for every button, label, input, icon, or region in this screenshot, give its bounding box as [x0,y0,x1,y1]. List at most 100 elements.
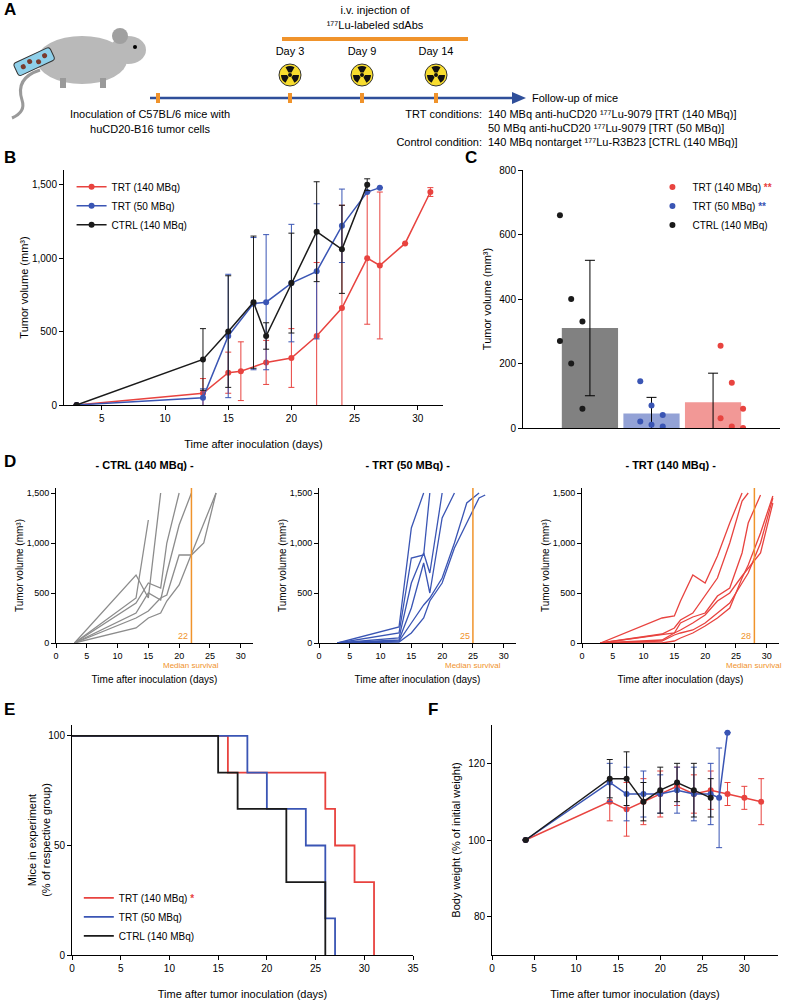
svg-text:50 MBq anti-huCD20 ¹⁷⁷Lu-9079: 50 MBq anti-huCD20 ¹⁷⁷Lu-9079 [TRT (50 M… [488,122,724,134]
svg-text:TRT (50 MBq) **: TRT (50 MBq) ** [692,201,766,212]
svg-text:Time after inoculation (days): Time after inoculation (days) [618,674,744,685]
svg-text:TRT (50 MBq): TRT (50 MBq) [112,201,175,212]
svg-text:10: 10 [160,413,172,424]
svg-text:Time after inoculation (days): Time after inoculation (days) [355,674,481,685]
svg-text:Day 9: Day 9 [348,45,377,57]
svg-text:15: 15 [223,413,235,424]
svg-text:15: 15 [613,963,625,974]
svg-text:i.v. injection of: i.v. injection of [341,4,411,16]
svg-text:140 MBq nontarget ¹⁷⁷Lu-R3B23: 140 MBq nontarget ¹⁷⁷Lu-R3B23 [CTRL (140… [488,136,738,148]
svg-text:CTRL (140 MBq): CTRL (140 MBq) [112,220,187,231]
svg-text:30: 30 [236,651,246,661]
svg-text:- CTRL (140 MBq) -: - CTRL (140 MBq) - [96,459,195,471]
svg-text:5: 5 [531,963,537,974]
svg-text:25: 25 [349,413,361,424]
svg-text:25: 25 [468,651,478,661]
svg-text:100: 100 [48,730,65,741]
svg-text:TRT (50 MBq): TRT (50 MBq) [119,912,182,923]
svg-text:15: 15 [669,651,679,661]
svg-text:5: 5 [84,651,89,661]
svg-text:Time after inoculation (days): Time after inoculation (days) [184,438,322,450]
svg-text:1,000: 1,000 [290,538,313,548]
svg-text:5: 5 [610,651,615,661]
svg-text:0: 0 [69,963,75,974]
svg-text:TRT conditions:: TRT conditions: [405,108,482,120]
svg-text:10: 10 [571,963,583,974]
svg-text:400: 400 [499,294,516,305]
svg-text:10: 10 [164,963,176,974]
svg-text:800: 800 [499,165,516,176]
svg-text:0: 0 [51,400,57,411]
svg-text:Tumor volume (mm³): Tumor volume (mm³) [481,248,493,350]
svg-text:TRT (140 MBq): TRT (140 MBq) [112,182,181,193]
svg-text:TRT (140 MBq) *: TRT (140 MBq) * [119,893,194,904]
svg-text:25: 25 [697,963,709,974]
svg-text:Mice in experiment(% of respec: Mice in experiment(% of respective group… [26,783,52,897]
svg-text:Inoculation of C57BL/6 mice wi: Inoculation of C57BL/6 mice with [70,108,230,120]
svg-text:20: 20 [437,651,447,661]
svg-text:5: 5 [347,651,352,661]
svg-text:- TRT (140 MBq) -: - TRT (140 MBq) - [625,459,716,471]
svg-text:1,000: 1,000 [32,253,57,264]
svg-text:25: 25 [205,651,215,661]
svg-text:0: 0 [570,638,575,648]
svg-text:30: 30 [499,651,509,661]
svg-text:35: 35 [407,963,419,974]
svg-text:Tumor volume (mm³): Tumor volume (mm³) [540,519,551,612]
svg-text:Tumor volume (mm³): Tumor volume (mm³) [14,519,25,612]
svg-text:25: 25 [310,963,322,974]
svg-text:500: 500 [34,588,49,598]
svg-text:Time after tumor inoculation (: Time after tumor inoculation (days) [158,988,328,1000]
svg-text:1,500: 1,500 [27,488,50,498]
svg-text:140 MBq anti-huCD20 ¹⁷⁷Lu-9079: 140 MBq anti-huCD20 ¹⁷⁷Lu-9079 [TRT (140… [488,108,736,120]
svg-text:500: 500 [297,588,312,598]
svg-text:5: 5 [99,413,105,424]
svg-text:120: 120 [468,758,485,769]
svg-text:1,000: 1,000 [27,538,50,548]
svg-text:15: 15 [143,651,153,661]
svg-text:28: 28 [741,631,751,641]
svg-text:25: 25 [460,631,470,641]
svg-text:10: 10 [639,651,649,661]
svg-text:0: 0 [489,963,495,974]
svg-text:30: 30 [762,651,772,661]
svg-text:Body weight (% of initial weig: Body weight (% of initial weight) [450,762,462,917]
svg-text:Day 14: Day 14 [419,45,454,57]
svg-text:Time after tumor inoculation (: Time after tumor inoculation (days) [550,988,720,1000]
svg-text:0: 0 [510,423,516,434]
svg-text:600: 600 [499,229,516,240]
svg-text:Tumor volume (mm³): Tumor volume (mm³) [277,519,288,612]
svg-text:Median survival: Median survival [726,661,782,670]
svg-text:10: 10 [376,651,386,661]
svg-text:- TRT (50 MBq) -: - TRT (50 MBq) - [365,459,450,471]
svg-text:5: 5 [118,963,124,974]
svg-text:Day 3: Day 3 [276,45,305,57]
svg-text:20: 20 [655,963,667,974]
svg-text:0: 0 [44,638,49,648]
svg-text:500: 500 [40,326,57,337]
svg-text:15: 15 [213,963,225,974]
svg-text:CTRL (140 MBq): CTRL (140 MBq) [692,220,767,231]
svg-text:TRT (140 MBq) **: TRT (140 MBq) ** [692,182,771,193]
svg-text:20: 20 [286,413,298,424]
svg-text:1,500: 1,500 [290,488,313,498]
svg-text:Median survival: Median survival [163,661,219,670]
svg-text:200: 200 [499,358,516,369]
svg-text:1,500: 1,500 [32,179,57,190]
svg-text:Tumor volume (mm³): Tumor volume (mm³) [18,236,30,338]
svg-text:¹⁷⁷Lu-labeled sdAbs: ¹⁷⁷Lu-labeled sdAbs [327,19,424,31]
svg-text:500: 500 [560,588,575,598]
svg-text:0: 0 [307,638,312,648]
svg-text:1,000: 1,000 [553,538,576,548]
svg-text:20: 20 [261,963,273,974]
svg-text:80: 80 [474,911,486,922]
svg-text:30: 30 [739,963,751,974]
svg-text:25: 25 [731,651,741,661]
svg-text:10: 10 [113,651,123,661]
svg-text:30: 30 [359,963,371,974]
svg-text:Control condition:: Control condition: [396,136,482,148]
svg-text:Follow-up of mice: Follow-up of mice [532,92,618,104]
svg-text:0: 0 [53,651,58,661]
svg-text:CTRL (140 MBq): CTRL (140 MBq) [119,931,194,942]
svg-text:0: 0 [59,950,65,961]
